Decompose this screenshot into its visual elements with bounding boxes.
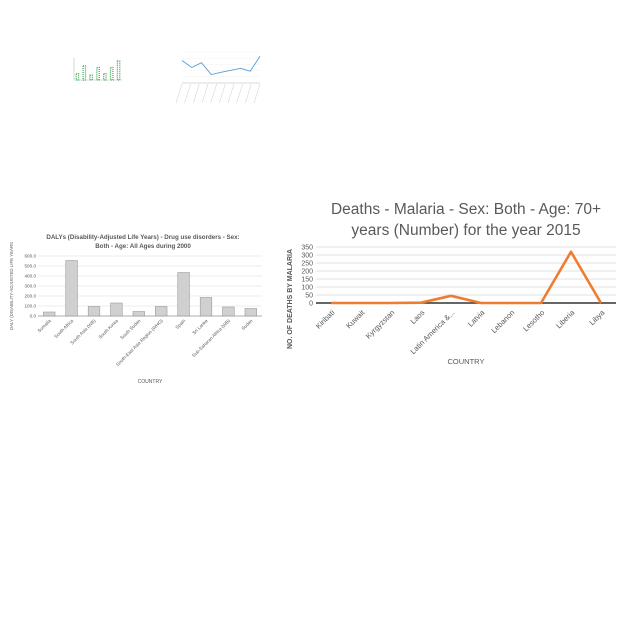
thumb1-bar [109,66,114,81]
thumb1-bar [96,66,100,81]
dalys-y-tick-label: 300.0 [25,284,37,289]
malaria-x-tick-label: Latvia [466,307,487,328]
malaria-y-tick-label: 350 [301,245,313,252]
malaria-y-tick-label: 250 [301,261,313,268]
malaria-x-tick-label: Lebanon [489,308,516,335]
dalys-bar [87,306,101,317]
thumb2-series-line [181,55,261,76]
dalys-y-tick-label: 500.0 [25,264,37,269]
malaria-y-axis-label: NO. OF DEATHS BY MALARIA [287,249,294,349]
malaria-x-tick-label: Kiribati [314,308,337,331]
dalys-x-tick-label: Sri Lanka [191,318,209,336]
malaria-x-tick-label: Kyrgyzstan [364,308,397,341]
malaria-y-tick-label: 100 [301,285,313,292]
dalys-bar [199,297,213,317]
dalys-bar [43,311,56,317]
malaria-y-tick-label: 0 [309,301,313,308]
dalys-y-axis-label: DALY (DISABILITY-ADJUSTED LIFE YEARS [9,242,14,330]
dalys-x-tick-label: Sudan [241,318,254,331]
dalys-x-tick-label: Spain [174,318,186,330]
dalys-y-tick-label: 0.0 [30,314,37,319]
dalys-y-tick-label: 100.0 [25,304,37,309]
dalys-x-tick-label: South-East Asia Region (WHO) [115,318,164,367]
thumb2-tick-mark [253,83,261,104]
malaria-x-tick-label: Liberia [554,307,577,330]
malaria-x-tick-label: Libya [587,307,607,327]
dalys-bar [155,306,168,317]
malaria-x-tick-label: Laos [409,308,427,326]
dalys-bar [110,302,123,317]
dalys-x-tick-label: Sub-Saharan Africa (WB) [191,318,231,358]
malaria-x-tick-label: Lesotho [521,308,546,333]
thumb1-bar [82,65,87,81]
dalys-x-axis-label: COUNTRY [138,379,163,385]
dalys-bar [177,272,190,317]
thumb1-bar [89,74,93,81]
dalys-bar [132,311,145,317]
dalys-chart-title: Both - Age: All Ages during 2000 [95,243,191,250]
dalys-bar [222,306,235,317]
dalys-y-tick-label: 600.0 [25,254,37,259]
thumb2-tick-mark [210,83,217,104]
malaria-x-tick-label: Kuwait [344,307,367,330]
malaria-y-tick-label: 150 [301,277,313,284]
thumb2-tick-mark [175,83,183,104]
dalys-x-tick-label: South Korea [98,318,120,340]
thumb1-bar [103,73,107,81]
thumb1-bar [75,73,80,81]
malaria-chart-title: years (Number) for the year 2015 [351,222,580,239]
malaria-x-axis-label: COUNTRY [448,357,485,366]
thumb2-tick-mark [201,83,209,104]
dalys-bar [244,308,257,317]
thumb2-tick-mark [227,83,235,104]
thumb2-tick-mark [236,83,243,104]
dalys-y-tick-label: 200.0 [25,294,37,299]
dalys-x-tick-label: South Sudan [119,318,142,341]
malaria-y-tick-label: 50 [305,293,313,300]
dalys-x-tick-label: Somalia [37,318,53,334]
malaria-chart-title: Deaths - Malaria - Sex: Both - Age: 70+ [331,201,601,218]
thumb2-tick-mark [219,83,226,104]
dalys-x-tick-label: South Africa [53,318,74,339]
malaria-series-line [331,250,603,305]
dalys-y-tick-label: 400.0 [25,274,37,279]
thumb2-tick-mark [184,83,191,104]
thumb2-tick-mark [193,83,200,104]
malaria-y-tick-label: 200 [301,269,313,276]
malaria-y-tick-label: 300 [301,253,313,260]
dalys-chart-title: DALYs (Disability-Adjusted Life Years) -… [46,234,239,241]
dalys-bar [65,260,78,317]
thumb1-bar [116,60,121,81]
thumb2-tick-mark [245,83,252,104]
